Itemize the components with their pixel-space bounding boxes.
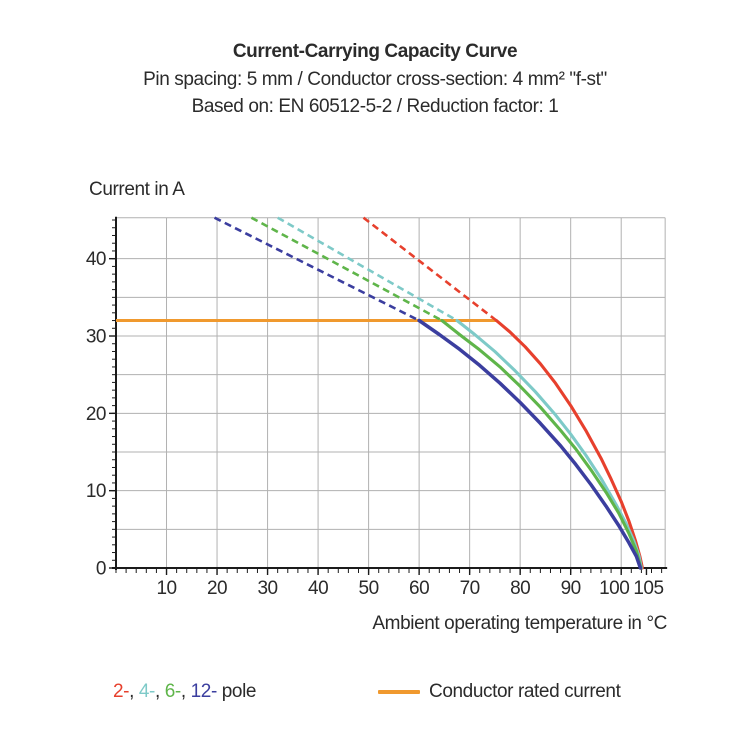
- legend-pole-item: 2-: [113, 681, 130, 702]
- legend-pole-list: 2-, 4-, 6-, 12- pole: [113, 681, 256, 703]
- x-tick-label: 80: [510, 578, 530, 599]
- x-tick-label: 100: [599, 578, 629, 599]
- chart-subtitle-1: Pin spacing: 5 mm / Conductor cross-sect…: [143, 69, 607, 90]
- x-tick-label: 10: [156, 578, 176, 599]
- series-4-pole-solid-curve: [455, 318, 643, 570]
- legend-separator: ,: [180, 681, 191, 702]
- series-12-pole-solid-curve: [417, 318, 643, 570]
- legend-rated-label: Conductor rated current: [429, 681, 621, 702]
- series-2-pole-solid-curve: [494, 318, 644, 570]
- x-tick-label: 20: [207, 578, 227, 599]
- series-6-pole-solid-curve: [440, 318, 643, 570]
- chart-title: Current-Carrying Capacity Curve: [232, 41, 518, 62]
- y-tick-label: 40: [86, 249, 106, 270]
- series-12-pole-dashed-curve: [213, 216, 420, 322]
- legend-separator: ,: [129, 681, 139, 702]
- y-tick-label: 10: [86, 481, 106, 502]
- chart-subtitle-2: Based on: EN 60512-5-2 / Reduction facto…: [191, 96, 559, 117]
- y-tick-label: 0: [96, 559, 106, 580]
- x-tick-label: 105: [633, 578, 663, 599]
- series-2-pole-dashed-curve: [362, 216, 498, 322]
- x-tick-label: 60: [409, 578, 429, 599]
- legend-rated: Conductor rated current: [378, 681, 621, 703]
- legend-pole-item: 6-: [164, 681, 182, 702]
- legend-pole-item: 12-: [190, 681, 218, 702]
- x-tick-label: 50: [359, 578, 379, 599]
- x-tick-label: 30: [257, 578, 277, 599]
- x-tick-label: 70: [460, 578, 480, 599]
- x-tick-label: 40: [308, 578, 328, 599]
- legend-pole-item: 4-: [138, 681, 156, 702]
- y-tick-label: 20: [86, 404, 106, 425]
- series-6-pole-dashed-curve: [250, 216, 443, 322]
- legend-separator: ,: [154, 681, 165, 702]
- legend-pole-suffix: pole: [216, 681, 257, 702]
- y-tick-label: 30: [86, 327, 106, 348]
- x-axis-title: Ambient operating temperature in °C: [372, 613, 667, 634]
- rated-current-swatch-icon: [378, 690, 420, 694]
- x-tick-label: 90: [561, 578, 581, 599]
- y-axis-title: Current in A: [89, 179, 185, 200]
